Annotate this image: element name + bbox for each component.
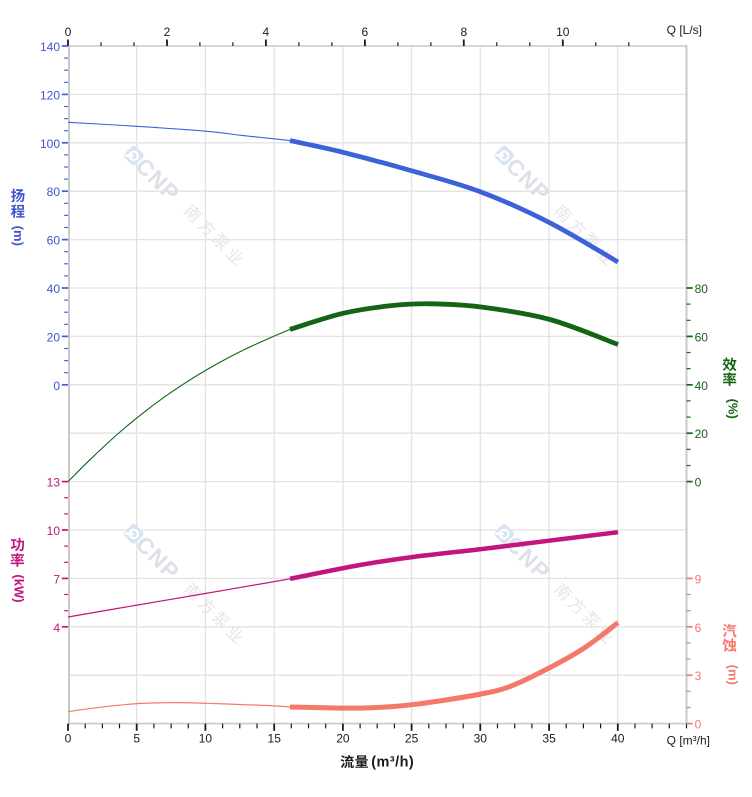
svg-text:0: 0 bbox=[53, 379, 60, 393]
svg-text:20: 20 bbox=[336, 732, 350, 746]
svg-text:8: 8 bbox=[460, 25, 467, 39]
svg-text:60: 60 bbox=[695, 330, 709, 344]
svg-text:120: 120 bbox=[40, 88, 60, 102]
svg-text:10: 10 bbox=[199, 732, 213, 746]
svg-text:2: 2 bbox=[164, 25, 171, 39]
svg-text:140: 140 bbox=[40, 40, 60, 54]
svg-text:(m): (m) bbox=[11, 226, 26, 246]
svg-text:9: 9 bbox=[695, 572, 702, 586]
svg-text:0: 0 bbox=[65, 25, 72, 39]
svg-text:5: 5 bbox=[133, 732, 140, 746]
svg-text:13: 13 bbox=[47, 476, 61, 490]
svg-text:(kW): (kW) bbox=[11, 574, 26, 602]
svg-text:(m³/h): (m³/h) bbox=[371, 754, 414, 770]
svg-text:0: 0 bbox=[695, 476, 702, 490]
svg-text:40: 40 bbox=[695, 379, 709, 393]
svg-text:10: 10 bbox=[556, 25, 570, 39]
svg-text:100: 100 bbox=[40, 137, 60, 151]
svg-text:6: 6 bbox=[695, 621, 702, 635]
svg-text:0: 0 bbox=[65, 732, 72, 746]
svg-text:80: 80 bbox=[695, 282, 709, 296]
svg-text:60: 60 bbox=[47, 234, 61, 248]
svg-text:Q [L/s]: Q [L/s] bbox=[667, 23, 702, 37]
svg-text:40: 40 bbox=[47, 282, 61, 296]
svg-text:35: 35 bbox=[542, 732, 556, 746]
svg-text:(m): (m) bbox=[725, 665, 740, 685]
svg-text:6: 6 bbox=[362, 25, 369, 39]
svg-text:3: 3 bbox=[695, 669, 702, 683]
svg-text:10: 10 bbox=[47, 524, 61, 538]
svg-text:4: 4 bbox=[53, 621, 60, 635]
svg-text:(%): (%) bbox=[725, 399, 740, 419]
svg-text:15: 15 bbox=[268, 732, 282, 746]
svg-text:40: 40 bbox=[611, 732, 625, 746]
svg-text:20: 20 bbox=[47, 330, 61, 344]
svg-text:7: 7 bbox=[53, 572, 60, 586]
svg-text:20: 20 bbox=[695, 427, 709, 441]
svg-text:0: 0 bbox=[695, 718, 702, 732]
svg-text:25: 25 bbox=[405, 732, 419, 746]
svg-text:80: 80 bbox=[47, 185, 61, 199]
svg-text:Q [m³/h]: Q [m³/h] bbox=[667, 734, 710, 748]
svg-text:30: 30 bbox=[474, 732, 488, 746]
svg-text:4: 4 bbox=[263, 25, 270, 39]
